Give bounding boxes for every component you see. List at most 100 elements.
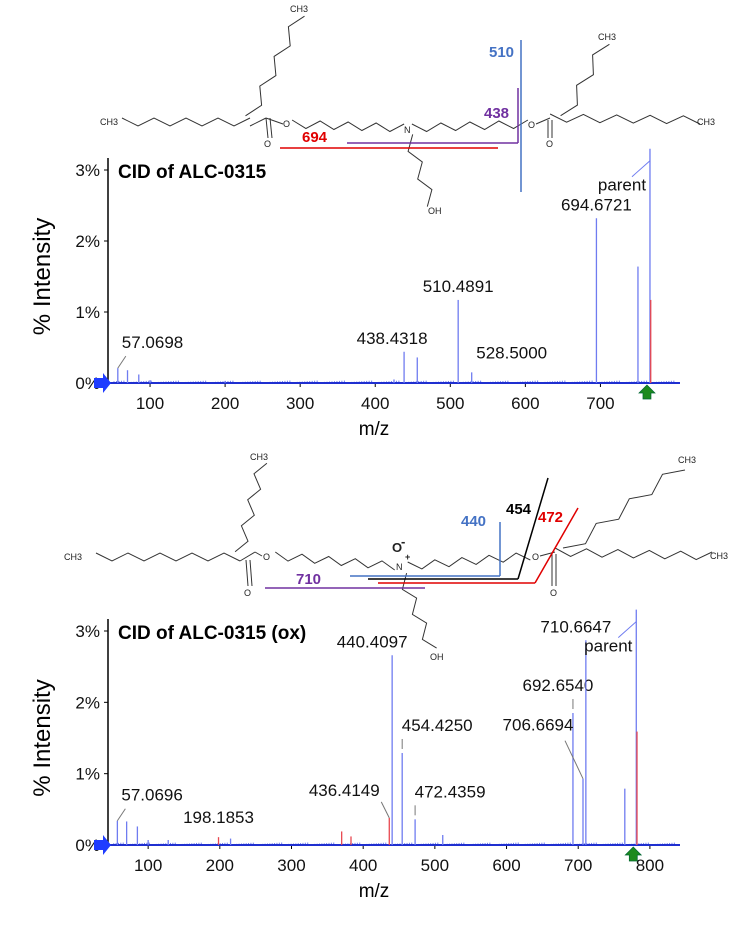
x-tick-label: 700 (564, 856, 592, 875)
linker-chain (291, 119, 405, 133)
x-tick-label: 600 (492, 856, 520, 875)
oxygen-atom: O (528, 120, 535, 130)
branch-chain (245, 15, 305, 117)
x-tick-label: 100 (136, 394, 164, 413)
peak-label: 472.4359 (415, 782, 486, 801)
x-tick-label: 100 (134, 856, 162, 875)
peak-label: 57.0696 (121, 786, 182, 805)
fragment-label: 510 (489, 44, 514, 61)
bond (249, 559, 253, 587)
ch3-branch: CH3 (290, 4, 308, 14)
x-tick-label: 300 (277, 856, 305, 875)
x-tick-label: 400 (349, 856, 377, 875)
y-tick-label: 1% (75, 765, 100, 784)
bond (265, 117, 284, 125)
x-tick-label: 400 (361, 394, 389, 413)
peak-label: 198.1853 (183, 808, 254, 827)
bond (245, 559, 249, 587)
x-tick-label: 500 (421, 856, 449, 875)
fragment-label: 710 (296, 571, 321, 588)
axis-start-arrow-icon (94, 835, 111, 855)
fragment-label: 472 (538, 509, 563, 526)
alkyl-chain (549, 113, 701, 125)
ch3-branch: CH3 (678, 455, 696, 465)
oxygen-atom: O (550, 588, 557, 598)
oxygen-atom: O (263, 552, 270, 562)
x-tick-label: 200 (211, 394, 239, 413)
chart-title: CID of ALC-0315 (ox) (118, 623, 306, 644)
hydroxy-chain (407, 134, 433, 207)
peak-label: 694.6721 (561, 195, 632, 214)
axis-start-arrow-icon (94, 373, 111, 393)
hydroxyl-group: OH (430, 652, 444, 662)
bond (269, 117, 273, 139)
x-tick-label: 600 (511, 394, 539, 413)
x-tick-label: 500 (436, 394, 464, 413)
linker-chain (411, 119, 529, 133)
oxygen-atom: O (244, 588, 251, 598)
branch-chain (234, 462, 268, 553)
chart-title: CID of ALC-0315 (118, 162, 267, 183)
peak-label: 692.6540 (522, 676, 593, 695)
leader-line (631, 160, 651, 178)
ch3-branch: CH3 (598, 32, 616, 42)
peak-label: 710.6647 (540, 617, 611, 636)
ch3-left: CH3 (64, 552, 82, 562)
y-tick-label: 1% (75, 303, 100, 322)
leader-line (117, 355, 127, 369)
fragment-label: 440 (461, 513, 486, 530)
y-tick-label: 2% (75, 232, 100, 251)
oxygen-atom: O (264, 139, 271, 149)
y-tick-label: 0% (75, 374, 100, 393)
alkyl-chain (121, 117, 251, 127)
x-tick-label: 200 (206, 856, 234, 875)
oxygen-atom: O (283, 119, 290, 129)
alkyl-chain (554, 547, 713, 561)
precursor-arrow-icon (624, 846, 643, 862)
parent-label: parent (584, 637, 632, 656)
oxygen-atom: O (532, 552, 539, 562)
y-tick-label: 3% (75, 622, 100, 641)
leader-line (380, 801, 390, 819)
leader-line (116, 808, 126, 822)
bond (254, 551, 263, 557)
bond (249, 117, 267, 127)
ch3-right: CH3 (710, 551, 728, 561)
fragment-cleavage-line (517, 477, 549, 580)
ch3-branch: CH3 (250, 452, 268, 462)
branch-chain (562, 469, 686, 549)
alkyl-chain (95, 552, 241, 562)
x-tick-label: 300 (286, 394, 314, 413)
oxygen-atom: O (546, 139, 553, 149)
bond (239, 551, 256, 562)
x-tick-label: 800 (636, 856, 664, 875)
peak-label: 510.4891 (423, 277, 494, 296)
y-axis-label: % Intensity (29, 679, 56, 796)
leader-line (617, 621, 637, 638)
nitrogen-atom: N (396, 562, 403, 572)
hydroxyl-group: OH (428, 206, 442, 216)
y-tick-label: 2% (75, 693, 100, 712)
n-oxide-oxygen: O (392, 540, 402, 555)
fragment-label: 454 (506, 501, 532, 518)
precursor-arrow-icon (638, 384, 656, 400)
leader-line (564, 740, 584, 779)
positive-charge: + (405, 552, 410, 562)
x-tick-label: 700 (586, 394, 614, 413)
fragment-cleavage-line (534, 507, 579, 584)
x-axis-label: m/z (359, 419, 390, 440)
peak-label: 706.6694 (503, 716, 574, 735)
nitrogen-atom: N (404, 125, 411, 135)
linker-chain (275, 551, 395, 571)
y-tick-label: 3% (75, 161, 100, 180)
fragment-label: 438 (484, 105, 509, 122)
linker-chain (407, 552, 531, 570)
ch3-left: CH3 (100, 117, 118, 127)
peak-label: 454.4250 (402, 716, 473, 735)
peak-label: 440.4097 (337, 632, 408, 651)
y-tick-label: 0% (75, 836, 100, 855)
bond (265, 117, 269, 139)
bond (535, 117, 551, 125)
negative-charge: - (401, 534, 405, 549)
